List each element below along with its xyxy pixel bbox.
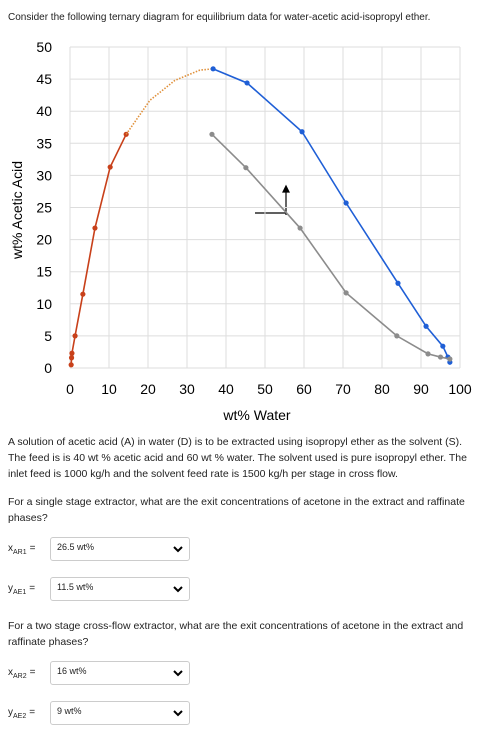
answer-row: xAR2 = 16 wt% <box>8 660 190 686</box>
data-point <box>244 80 250 86</box>
data-point <box>69 350 75 356</box>
x-tick-label: 0 <box>66 381 74 397</box>
data-point <box>210 66 216 72</box>
equals: = <box>29 582 36 594</box>
y-tick-label: 50 <box>36 39 52 55</box>
data-point <box>423 323 429 329</box>
data-point <box>68 355 75 361</box>
data-point <box>394 333 400 339</box>
subscript: AR1 <box>13 548 27 556</box>
x-tick-label: 80 <box>374 381 390 397</box>
data-line <box>125 68 214 135</box>
data-point <box>395 280 401 286</box>
data-line <box>212 68 451 363</box>
data-point <box>447 356 453 362</box>
y-tick-label: 30 <box>36 167 52 183</box>
annotation-arrow <box>255 184 290 215</box>
y-tick-label: 5 <box>44 328 52 344</box>
x-axis-title: wt% Water <box>222 407 290 423</box>
equals: = <box>29 542 36 554</box>
x-tick-label: 50 <box>257 381 273 397</box>
x-tick-label: 10 <box>101 381 117 397</box>
data-point <box>243 165 249 171</box>
data-point <box>343 200 349 206</box>
chevron <box>173 586 183 593</box>
y-tick-label: 15 <box>36 264 52 280</box>
y-tick-label: 40 <box>36 103 52 119</box>
x-tick-label: 40 <box>218 381 234 397</box>
data-point <box>209 131 215 137</box>
question-text: For a two stage cross-flow extractor, wh… <box>8 620 464 648</box>
x-tick-label: 60 <box>296 381 312 397</box>
dropdown[interactable]: 9 wt% <box>50 701 190 725</box>
y-tick-label: 0 <box>44 360 52 376</box>
subscript: AE2 <box>13 712 27 720</box>
data-point <box>343 290 349 296</box>
data-point <box>80 291 86 297</box>
answer-label: yAE1 = <box>8 583 44 596</box>
chevron <box>173 546 183 553</box>
data-point <box>72 333 78 339</box>
y-tick-label: 45 <box>36 71 52 87</box>
chevron <box>173 670 183 677</box>
variable: x <box>8 542 13 554</box>
variable: x <box>8 666 13 678</box>
answer-row: yAE1 = 11.5 wt% <box>8 576 190 602</box>
y-tick-label: 20 <box>36 232 52 248</box>
answer-label: yAE2 = <box>8 707 44 720</box>
y-tick-label: 10 <box>36 296 52 312</box>
dropdown-value: 11.5 wt% <box>57 582 94 592</box>
x-tick-label: 20 <box>140 381 156 397</box>
question-text: For a single stage extractor, what are t… <box>8 496 465 524</box>
data-point <box>92 225 98 231</box>
dropdown-value: 9 wt% <box>57 706 82 716</box>
data-point <box>425 351 431 357</box>
problem-text: A solution of acetic acid (A) in water (… <box>8 436 467 480</box>
dropdown[interactable]: 16 wt% <box>50 661 190 685</box>
answer-row: xAR1 = 26.5 wt% <box>8 536 190 562</box>
x-tick-label: 100 <box>448 381 472 397</box>
x-tick-label: 30 <box>179 381 195 397</box>
data-point <box>437 354 444 360</box>
x-tick-label: 70 <box>335 381 351 397</box>
data-line <box>70 133 127 365</box>
subscript: AE1 <box>13 588 27 596</box>
variable: y <box>8 582 13 594</box>
dropdown-value: 26.5 wt% <box>57 542 95 552</box>
data-point <box>440 343 446 349</box>
answer-label: xAR2 = <box>8 667 44 680</box>
dropdown[interactable]: 26.5 wt% <box>50 537 190 561</box>
equals: = <box>29 706 36 718</box>
data-point <box>68 362 74 368</box>
y-axis-title: wt% Acetic Acid <box>9 161 25 260</box>
answer-row: yAE2 = 9 wt% <box>8 700 190 726</box>
data-point <box>299 129 305 135</box>
chevron <box>173 710 183 717</box>
data-point <box>297 225 303 231</box>
y-tick-label: 25 <box>36 200 52 216</box>
answer-label: xAR1 = <box>8 543 44 556</box>
header: Consider the following ternary diagram f… <box>8 12 431 23</box>
x-tick-label: 90 <box>413 381 429 397</box>
equals: = <box>29 666 36 678</box>
dropdown[interactable]: 11.5 wt% <box>50 577 190 601</box>
chart: wt% Water wt% Acetic Acid 0 5 10 15 20 25 30 35… <box>9 39 472 423</box>
y-tick-label: 35 <box>36 135 52 151</box>
variable: y <box>8 706 13 718</box>
subscript: AR2 <box>13 672 27 680</box>
dropdown-value: 16 wt% <box>57 666 87 676</box>
data-point <box>107 164 113 170</box>
